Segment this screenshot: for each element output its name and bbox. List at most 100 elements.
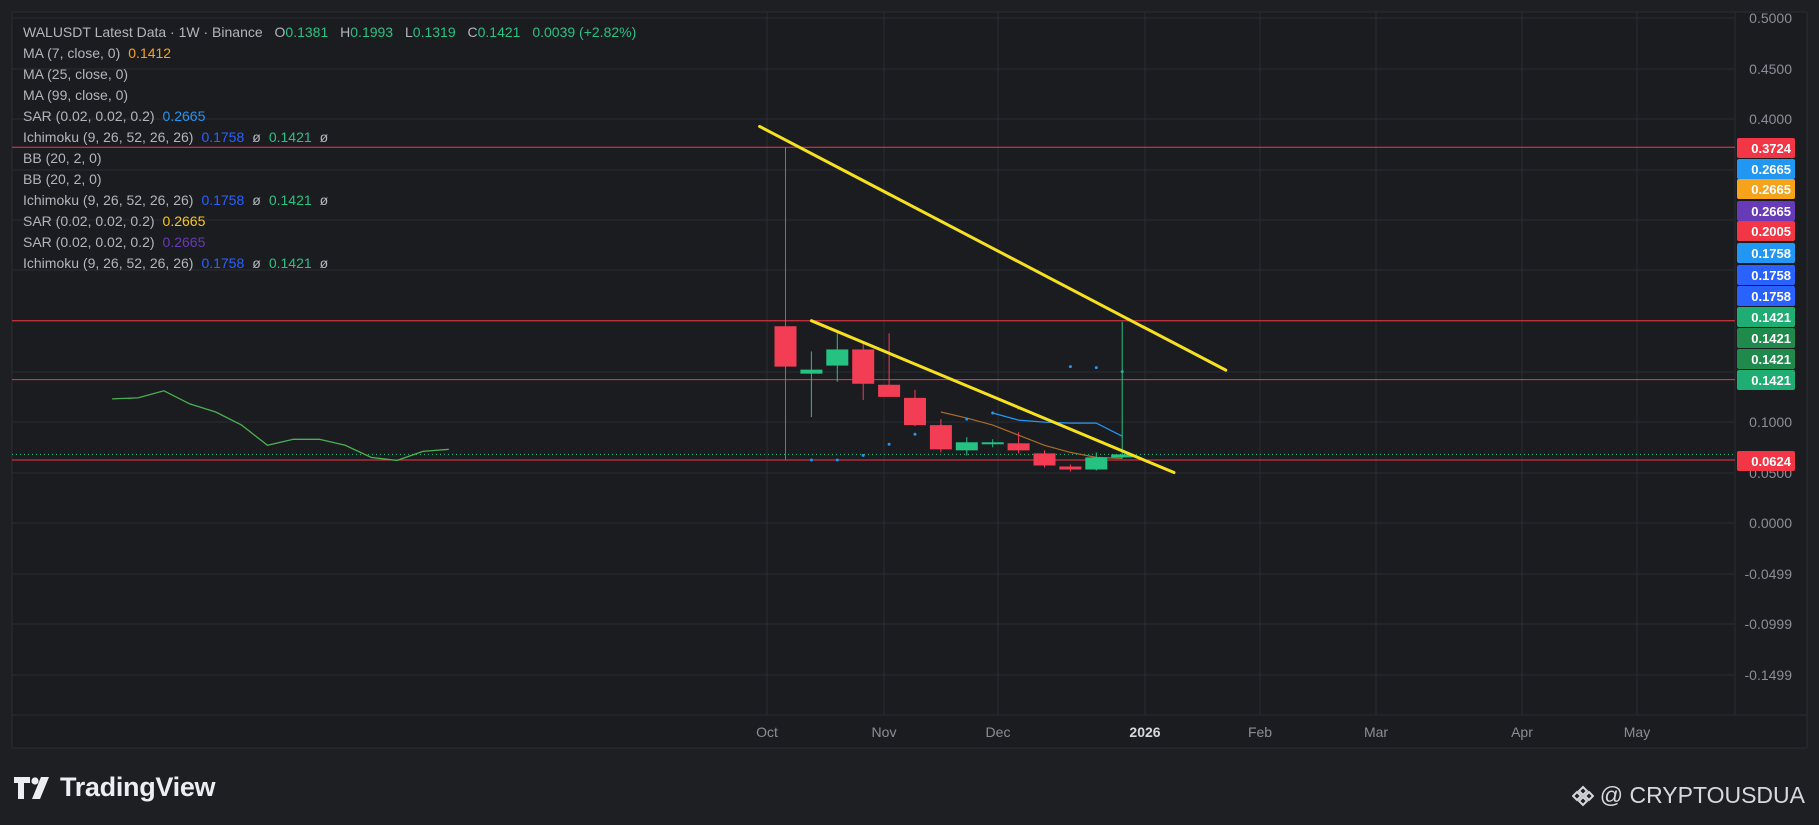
candle-body[interactable] <box>1111 454 1134 458</box>
indicator-row[interactable]: MA (99, close, 0) <box>23 85 636 106</box>
watermark-credit: @ CRYPTOUSDUA <box>1571 782 1805 809</box>
indicator-value: ø <box>319 255 329 271</box>
legend-close: C0.1421 <box>468 24 521 40</box>
candle-body[interactable] <box>904 397 926 426</box>
sar-dot <box>965 417 969 421</box>
indicator-value: 0.1421 <box>268 192 312 208</box>
candle-body[interactable] <box>1033 453 1056 466</box>
legend-high-value: 0.1993 <box>350 24 394 40</box>
price-axis-label: -0.1499 <box>1745 667 1793 683</box>
candle-body[interactable] <box>981 442 1004 445</box>
indicator-row[interactable]: Ichimoku (9, 26, 52, 26, 26) 0.1758 ø 0.142… <box>23 253 636 274</box>
price-tag <box>1737 328 1795 348</box>
price-axis-label: 0.1000 <box>1749 414 1792 430</box>
indicator-label: SAR (0.02, 0.02, 0.2) <box>23 108 155 124</box>
indicator-label: BB (20, 2, 0) <box>23 150 102 166</box>
indicator-row[interactable]: MA (7, close, 0) 0.1412 <box>23 43 636 64</box>
candle-body[interactable] <box>852 349 875 384</box>
indicator-label: Ichimoku (9, 26, 52, 26, 26) <box>23 192 194 208</box>
time-axis-label: Feb <box>1248 724 1272 740</box>
legend-close-value: 0.1421 <box>477 24 521 40</box>
candle-body[interactable] <box>955 442 978 451</box>
price-tag-label: 0.2665 <box>1751 182 1791 197</box>
time-axis-label: May <box>1624 724 1650 740</box>
price-tag-label: 0.1421 <box>1751 373 1791 388</box>
legend-header-row: WALUSDT Latest Data · 1W · Binance O0.13… <box>23 22 636 43</box>
tradingview-logo-text: TradingView <box>60 772 216 802</box>
indicator-row[interactable]: Ichimoku (9, 26, 52, 26, 26) 0.1758 ø 0.142… <box>23 190 636 211</box>
indicator-label: BB (20, 2, 0) <box>23 171 102 187</box>
indicator-row[interactable]: BB (20, 2, 0) <box>23 169 636 190</box>
indicator-value: ø <box>252 192 261 208</box>
time-axis-label: Dec <box>986 724 1011 740</box>
price-tag-label: 0.1758 <box>1751 289 1791 304</box>
legend-change: 0.0039 (+2.82%) <box>532 24 637 40</box>
indicator-label: Ichimoku (9, 26, 52, 26, 26) <box>23 255 194 271</box>
price-axis-label: 0.4500 <box>1749 61 1792 77</box>
legend-high: H0.1993 <box>340 24 393 40</box>
time-axis-label: Oct <box>756 724 778 740</box>
candle-body[interactable] <box>1059 466 1082 470</box>
price-tag <box>1737 243 1795 263</box>
ichimoku-lagging-span <box>112 390 449 462</box>
price-tag-label: 0.2005 <box>1751 224 1791 239</box>
indicator-value: 0.1421 <box>268 255 312 271</box>
price-tag <box>1737 159 1795 179</box>
price-tag-label: 0.3724 <box>1751 141 1792 156</box>
legend-low-value: 0.1319 <box>412 24 456 40</box>
ma7-line <box>940 411 1123 459</box>
tradingview-logo-icon <box>14 776 49 799</box>
candle-body[interactable] <box>800 369 823 374</box>
price-tag-label: 0.1421 <box>1751 310 1791 325</box>
price-tag <box>1737 370 1795 390</box>
price-tag <box>1737 265 1795 285</box>
sar-dot <box>1068 365 1072 369</box>
indicator-value: 0.1412 <box>128 45 172 61</box>
price-tag-label: 0.1421 <box>1751 331 1791 346</box>
indicator-row[interactable]: SAR (0.02, 0.02, 0.2) 0.2665 <box>23 106 636 127</box>
legend-symbol: WALUSDT Latest Data · 1W · Binance <box>23 24 263 40</box>
candle-body[interactable] <box>774 326 797 367</box>
legend-low: L0.1319 <box>405 24 456 40</box>
sar-dot <box>887 442 891 446</box>
candle-body[interactable] <box>1085 457 1108 470</box>
indicator-row[interactable]: SAR (0.02, 0.02, 0.2) 0.2665 <box>23 232 636 253</box>
indicator-row[interactable]: SAR (0.02, 0.02, 0.2) 0.2665 <box>23 211 636 232</box>
price-tag <box>1737 201 1795 221</box>
indicator-value: 0.2665 <box>162 108 206 124</box>
time-axis-label: 2026 <box>1129 724 1160 740</box>
indicator-value: 0.1758 <box>201 129 245 145</box>
price-tag <box>1737 349 1795 369</box>
time-scale[interactable] <box>11 714 1808 749</box>
candle-body[interactable] <box>878 384 901 397</box>
time-axis-label: Mar <box>1364 724 1388 740</box>
time-axis-label: Nov <box>872 724 897 740</box>
price-tag-label: 0.0624 <box>1751 454 1792 469</box>
price-axis-label: -0.0499 <box>1745 566 1793 582</box>
sar-dot <box>861 453 865 457</box>
sar-dot <box>809 458 813 462</box>
candle-body[interactable] <box>929 425 952 450</box>
price-axis-label: -0.0999 <box>1745 616 1793 632</box>
candle-body[interactable] <box>826 349 849 366</box>
indicator-row[interactable]: BB (20, 2, 0) <box>23 148 636 169</box>
trendline-lower[interactable] <box>809 319 1176 475</box>
indicator-label: SAR (0.02, 0.02, 0.2) <box>23 234 155 250</box>
indicator-list: MA (7, close, 0) 0.1412 MA (25, close, 0) M… <box>23 43 636 274</box>
indicator-value: 0.1758 <box>201 255 245 271</box>
price-axis-label: 0.4000 <box>1749 111 1792 127</box>
indicator-row[interactable]: Ichimoku (9, 26, 52, 26, 26) 0.1758 ø 0.142… <box>23 127 636 148</box>
indicator-value: ø <box>319 129 329 145</box>
legend-high-label: H <box>340 24 351 40</box>
candle-body[interactable] <box>1007 443 1030 451</box>
price-tag-label: 0.2665 <box>1751 204 1791 219</box>
price-axis-label: 0.5000 <box>1749 10 1792 26</box>
indicator-row[interactable]: MA (25, close, 0) <box>23 64 636 85</box>
indicator-value: 0.2665 <box>162 234 206 250</box>
trendline-upper[interactable] <box>758 124 1228 372</box>
sar-dot <box>1094 366 1098 370</box>
indicator-label: Ichimoku (9, 26, 52, 26, 26) <box>23 129 194 145</box>
price-tag-label: 0.1758 <box>1751 268 1791 283</box>
indicator-value: 0.2665 <box>162 213 206 229</box>
